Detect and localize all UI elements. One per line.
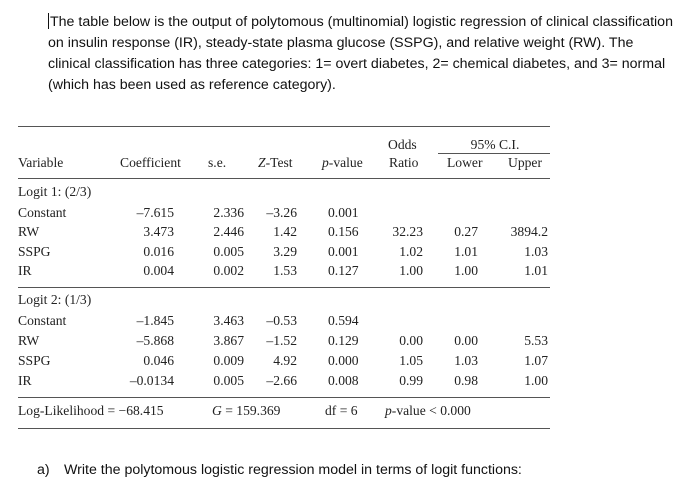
- intro-paragraph: The table below is the output of polytom…: [48, 12, 678, 96]
- cell-coefficient: 0.004: [143, 263, 174, 278]
- cell-lower: 0.00: [454, 333, 478, 348]
- cell-odds: 1.05: [399, 353, 423, 368]
- cell-se: 0.009: [213, 353, 244, 368]
- cell-se: 0.005: [213, 244, 244, 259]
- cell-p: 0.008: [328, 373, 359, 388]
- header-coefficient: Coefficient: [120, 155, 181, 170]
- cell-lower: 1.00: [454, 263, 478, 278]
- cell-variable: IR: [18, 263, 32, 278]
- footer-loglikelihood: Log-Likelihood = −68.415: [18, 403, 164, 418]
- header-pvalue-p: p: [322, 155, 329, 170]
- cell-upper: 5.53: [524, 333, 548, 348]
- cell-odds: 32.23: [392, 224, 423, 239]
- cell-se: 0.002: [213, 263, 244, 278]
- cell-lower: 0.27: [454, 224, 478, 239]
- cell-lower: 1.03: [454, 353, 478, 368]
- cell-z: –3.26: [266, 205, 297, 220]
- footer-g-statistic: G = 159.369: [212, 403, 280, 419]
- header-pvalue: p-value: [322, 155, 363, 171]
- cell-lower: 0.98: [454, 373, 478, 388]
- group-label: Logit 2: (1/3): [18, 292, 92, 307]
- cell-coefficient: –1.845: [136, 313, 174, 328]
- header-odds-top: Odds: [388, 137, 417, 152]
- footer-p-symbol: p: [385, 403, 392, 418]
- cell-upper: 1.00: [524, 373, 548, 388]
- cell-odds: 1.02: [399, 244, 423, 259]
- header-ci-upper: Upper: [508, 155, 542, 170]
- cell-coefficient: 0.016: [143, 244, 174, 259]
- table-bottom-rule: [18, 428, 550, 429]
- footer-top-rule: [18, 397, 550, 398]
- cell-upper: 1.07: [524, 353, 548, 368]
- cell-se: 2.336: [213, 205, 244, 220]
- text-cursor: [48, 13, 49, 29]
- group-divider-rule: [18, 287, 550, 288]
- cell-z: 1.42: [273, 224, 297, 239]
- footer-df: df = 6: [325, 403, 358, 418]
- question-label: a): [37, 462, 50, 478]
- cell-variable: Constant: [18, 313, 67, 328]
- cell-z: 4.92: [273, 353, 297, 368]
- cell-coefficient: –5.868: [136, 333, 174, 348]
- cell-p: 0.001: [328, 205, 359, 220]
- cell-z: 3.29: [273, 244, 297, 259]
- cell-z: 1.53: [273, 263, 297, 278]
- header-variable: Variable: [18, 155, 64, 170]
- header-bottom-rule: [18, 178, 550, 179]
- cell-z: –1.52: [266, 333, 297, 348]
- cell-variable: RW: [18, 224, 40, 239]
- header-ztest-rest: -Test: [265, 155, 293, 170]
- cell-upper: 3894.2: [510, 224, 548, 239]
- header-ci-group: 95% C.I.: [470, 137, 520, 152]
- cell-p: 0.156: [328, 224, 359, 239]
- group-label: Logit 1: (2/3): [18, 184, 92, 199]
- header-odds-bottom: Ratio: [389, 155, 419, 170]
- header-se: s.e.: [208, 155, 227, 170]
- question-text: Write the polytomous logistic regression…: [64, 462, 522, 478]
- cell-p: 0.129: [328, 333, 359, 348]
- cell-upper: 1.01: [524, 263, 548, 278]
- ci-group-rule: [438, 153, 550, 154]
- cell-variable: Constant: [18, 205, 67, 220]
- table-top-rule: [18, 126, 550, 127]
- header-ztest-z: Z: [258, 155, 266, 170]
- cell-coefficient: –0.0134: [129, 373, 174, 388]
- cell-z: –2.66: [266, 373, 297, 388]
- cell-coefficient: 0.046: [143, 353, 174, 368]
- cell-p: 0.127: [328, 263, 359, 278]
- cell-coefficient: –7.615: [136, 205, 174, 220]
- cell-p: 0.000: [328, 353, 359, 368]
- cell-variable: IR: [18, 373, 32, 388]
- footer-g-value: = 159.369: [221, 403, 281, 418]
- header-ci-lower: Lower: [447, 155, 483, 170]
- cell-p: 0.594: [328, 313, 359, 328]
- footer-g-symbol: G: [212, 403, 222, 418]
- cell-se: 0.005: [213, 373, 244, 388]
- cell-variable: SSPG: [18, 244, 51, 259]
- footer-pvalue: p-value < 0.000: [385, 403, 471, 419]
- intro-text: The table below is the output of polytom…: [48, 14, 673, 93]
- cell-se: 3.867: [213, 333, 244, 348]
- cell-variable: RW: [18, 333, 40, 348]
- cell-upper: 1.03: [524, 244, 548, 259]
- cell-se: 2.446: [213, 224, 244, 239]
- cell-odds: 0.99: [399, 373, 423, 388]
- cell-odds: 0.00: [399, 333, 423, 348]
- cell-se: 3.463: [213, 313, 244, 328]
- question-a: a) Write the polytomous logistic regressi…: [37, 462, 522, 478]
- header-pvalue-rest: -value: [328, 155, 363, 170]
- cell-lower: 1.01: [454, 244, 478, 259]
- footer-p-value: -value < 0.000: [391, 403, 471, 418]
- cell-odds: 1.00: [399, 263, 423, 278]
- header-ztest: Z-Test: [258, 155, 293, 171]
- cell-p: 0.001: [328, 244, 359, 259]
- cell-coefficient: 3.473: [143, 224, 174, 239]
- cell-z: –0.53: [266, 313, 297, 328]
- cell-variable: SSPG: [18, 353, 51, 368]
